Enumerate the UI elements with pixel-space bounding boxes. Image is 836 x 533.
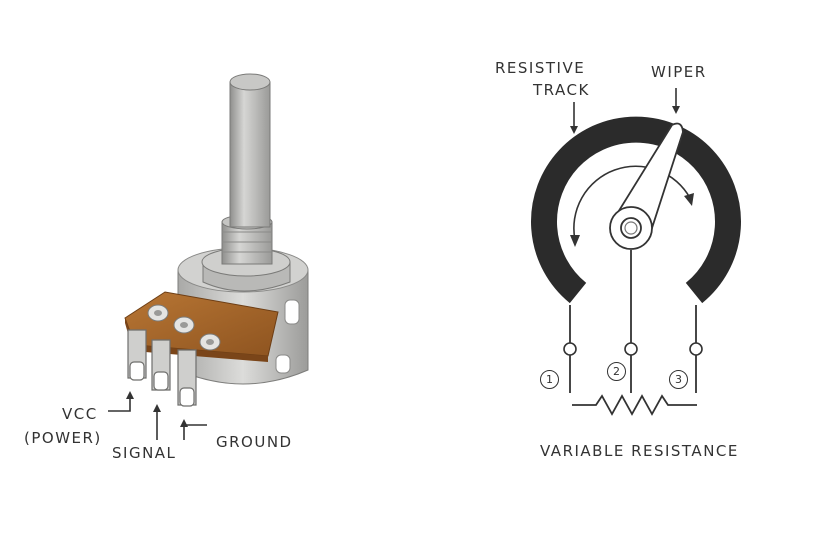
wiper-label: WIPER xyxy=(651,63,707,81)
resistive-track-arc xyxy=(531,116,741,304)
lead-wires xyxy=(569,250,697,393)
resistor-symbol xyxy=(572,394,697,416)
threaded-bushing xyxy=(221,221,273,265)
pin-3-marker: 3 xyxy=(669,370,688,389)
right-label-arrows xyxy=(573,88,677,128)
resistive-label: RESISTIVE xyxy=(495,59,586,77)
terminal-pins xyxy=(127,329,197,407)
power-label: (POWER) xyxy=(24,429,102,447)
rotation-arrow xyxy=(573,165,691,241)
vcc-label: VCC xyxy=(62,405,98,423)
signal-label: SIGNAL xyxy=(112,444,177,462)
lead-nodes xyxy=(563,342,703,356)
pin-1-marker: 1 xyxy=(540,370,559,389)
wiper-arm xyxy=(610,122,684,230)
variable-resistance-caption: VARIABLE RESISTANCE xyxy=(540,442,739,460)
ground-label: GROUND xyxy=(216,433,293,451)
shaft xyxy=(229,81,271,228)
pin-2-marker: 2 xyxy=(607,362,626,381)
track-label: TRACK xyxy=(533,81,590,99)
